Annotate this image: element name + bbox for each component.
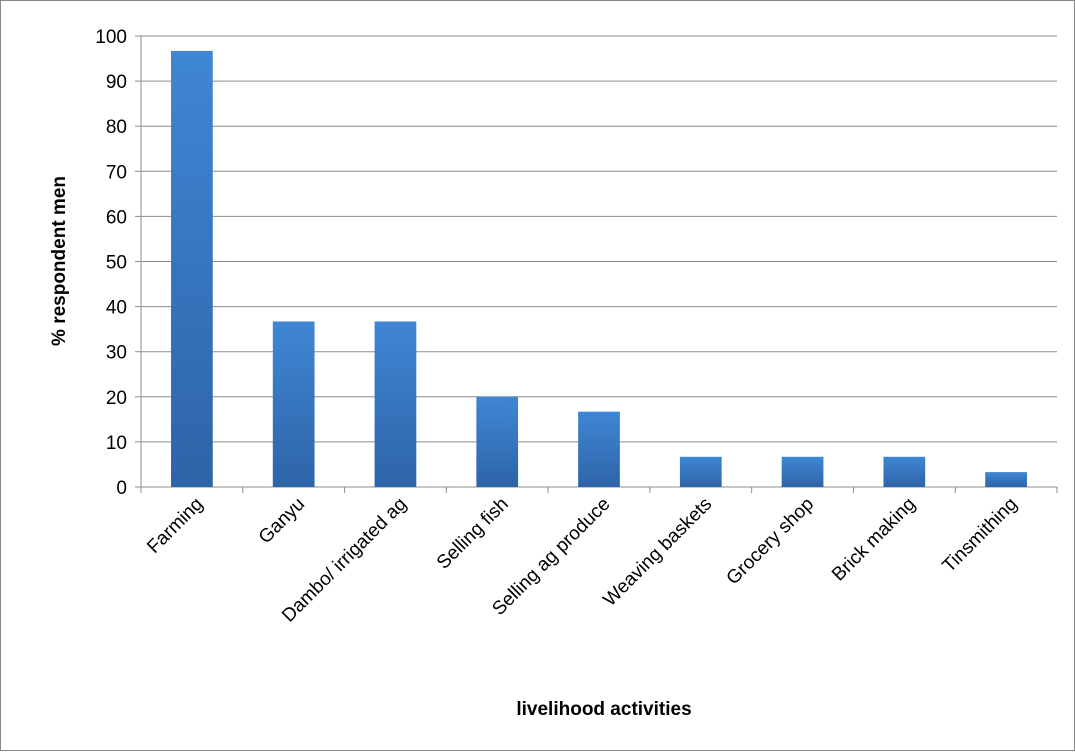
bar — [883, 456, 926, 487]
y-tick-label: 90 — [106, 72, 127, 93]
y-tick-label: 70 — [106, 162, 127, 183]
bar — [171, 50, 213, 488]
bars — [140, 50, 1058, 493]
bar — [272, 321, 315, 487]
y-tick-label: 30 — [106, 343, 127, 364]
y-tick-label: 0 — [116, 478, 127, 499]
y-tick-label: 40 — [106, 298, 127, 319]
x-category-label: Tinsmithing — [939, 494, 1022, 577]
y-tick-label: 80 — [106, 117, 127, 138]
y-tick-label: 60 — [106, 207, 127, 228]
y-axis-title: % respondent men — [49, 176, 70, 346]
bar — [476, 396, 519, 487]
x-category-label: Farming — [143, 494, 207, 558]
bar — [374, 321, 417, 487]
y-tick-label: 20 — [106, 388, 127, 409]
bar — [578, 411, 620, 487]
x-axis-title: livelihood activities — [516, 699, 691, 720]
bar — [781, 456, 824, 487]
bar — [679, 456, 722, 487]
x-category-label: Weaving baskets — [599, 494, 716, 611]
y-tick-label: 10 — [106, 433, 127, 454]
y-tick-label: 100 — [95, 27, 127, 48]
y-tick-labels: 0 10 20 30 40 50 60 70 80 90 100 — [95, 27, 127, 499]
x-category-label: Brick making — [828, 494, 920, 586]
y-tick-label: 50 — [106, 253, 127, 274]
bar — [985, 472, 1027, 487]
x-category-label: Grocery shop — [723, 494, 818, 589]
x-category-label: Ganyu — [255, 494, 309, 548]
x-category-label: Selling fish — [433, 494, 513, 574]
